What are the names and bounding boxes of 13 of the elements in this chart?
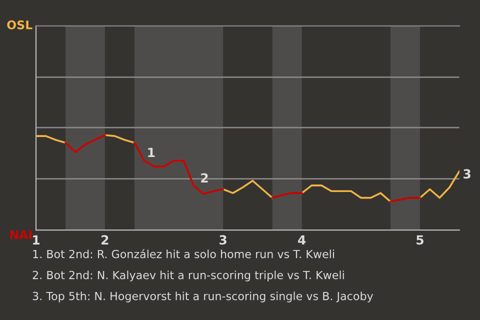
annotation: 1 bbox=[148, 148, 155, 157]
text: 3 bbox=[464, 169, 470, 179]
x-tick-label: 2 bbox=[102, 235, 108, 244]
annotation: 2 bbox=[201, 173, 208, 182]
text: 1. Bot 2nd: R. González hit a solo home run vs T. Kweli bbox=[33, 249, 334, 258]
text: 2. Bot 2nd: N. Kalyaev hit a run-scoring triple vs T. Kweli bbox=[32, 270, 344, 282]
text: OSL bbox=[7, 20, 32, 30]
x-tick-label: 3 bbox=[220, 235, 226, 245]
x-tick-label: 1 bbox=[33, 235, 40, 244]
x-tick-label: 4 bbox=[298, 235, 306, 244]
text: 3. Top 5th: N. Hogervorst hit a run-scoring single vs B. Jacoby bbox=[32, 292, 374, 302]
x-tick-label: 5 bbox=[416, 235, 424, 245]
text: NAI bbox=[10, 230, 32, 240]
